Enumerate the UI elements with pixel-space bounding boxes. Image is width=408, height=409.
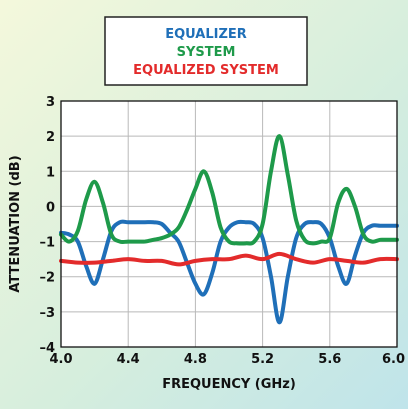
x-tick-label: 4.4 [117, 352, 140, 367]
series-line-equalizer [59, 219, 399, 325]
y-tick-label: 1 [46, 165, 55, 180]
x-tick-label: 4.0 [49, 352, 72, 367]
plot-frame [60, 100, 398, 348]
legend-box [104, 16, 308, 86]
x-tick-labels: 4.0 4.4 4.8 5.2 5.6 6.0 [49, 352, 405, 367]
x-tick-label: 5.2 [251, 352, 274, 367]
x-tick-label: 4.8 [184, 352, 207, 367]
y-tick-label: –3 [39, 306, 55, 321]
series-line-equalized-system [59, 251, 399, 267]
y-tick-labels: –4 –3 –2 –1 0 1 2 3 [39, 95, 55, 356]
y-tick-label: –1 [39, 236, 55, 251]
x-axis-label: FREQUENCY (GHz) [162, 377, 296, 392]
legend-item-system: SYSTEM [177, 45, 236, 60]
x-tick-label: 5.6 [318, 352, 341, 367]
plot-area [61, 101, 397, 347]
y-tick-label: 3 [46, 95, 55, 110]
y-tick-label: –2 [39, 271, 55, 286]
legend-item-equalizer: EQUALIZER [165, 27, 247, 42]
y-tick-label: –4 [39, 341, 55, 356]
legend-item-equalized-system: EQUALIZED SYSTEM [133, 63, 279, 78]
series-line-system [59, 134, 399, 246]
y-tick-label: 2 [46, 130, 55, 145]
y-axis-label: ATTENUATION (dB) [8, 155, 23, 292]
legend: EQUALIZER SYSTEM EQUALIZED SYSTEM [104, 16, 308, 86]
x-tick-label: 6.0 [382, 352, 405, 367]
y-tick-label: 0 [46, 200, 55, 215]
series-layer [59, 134, 399, 325]
